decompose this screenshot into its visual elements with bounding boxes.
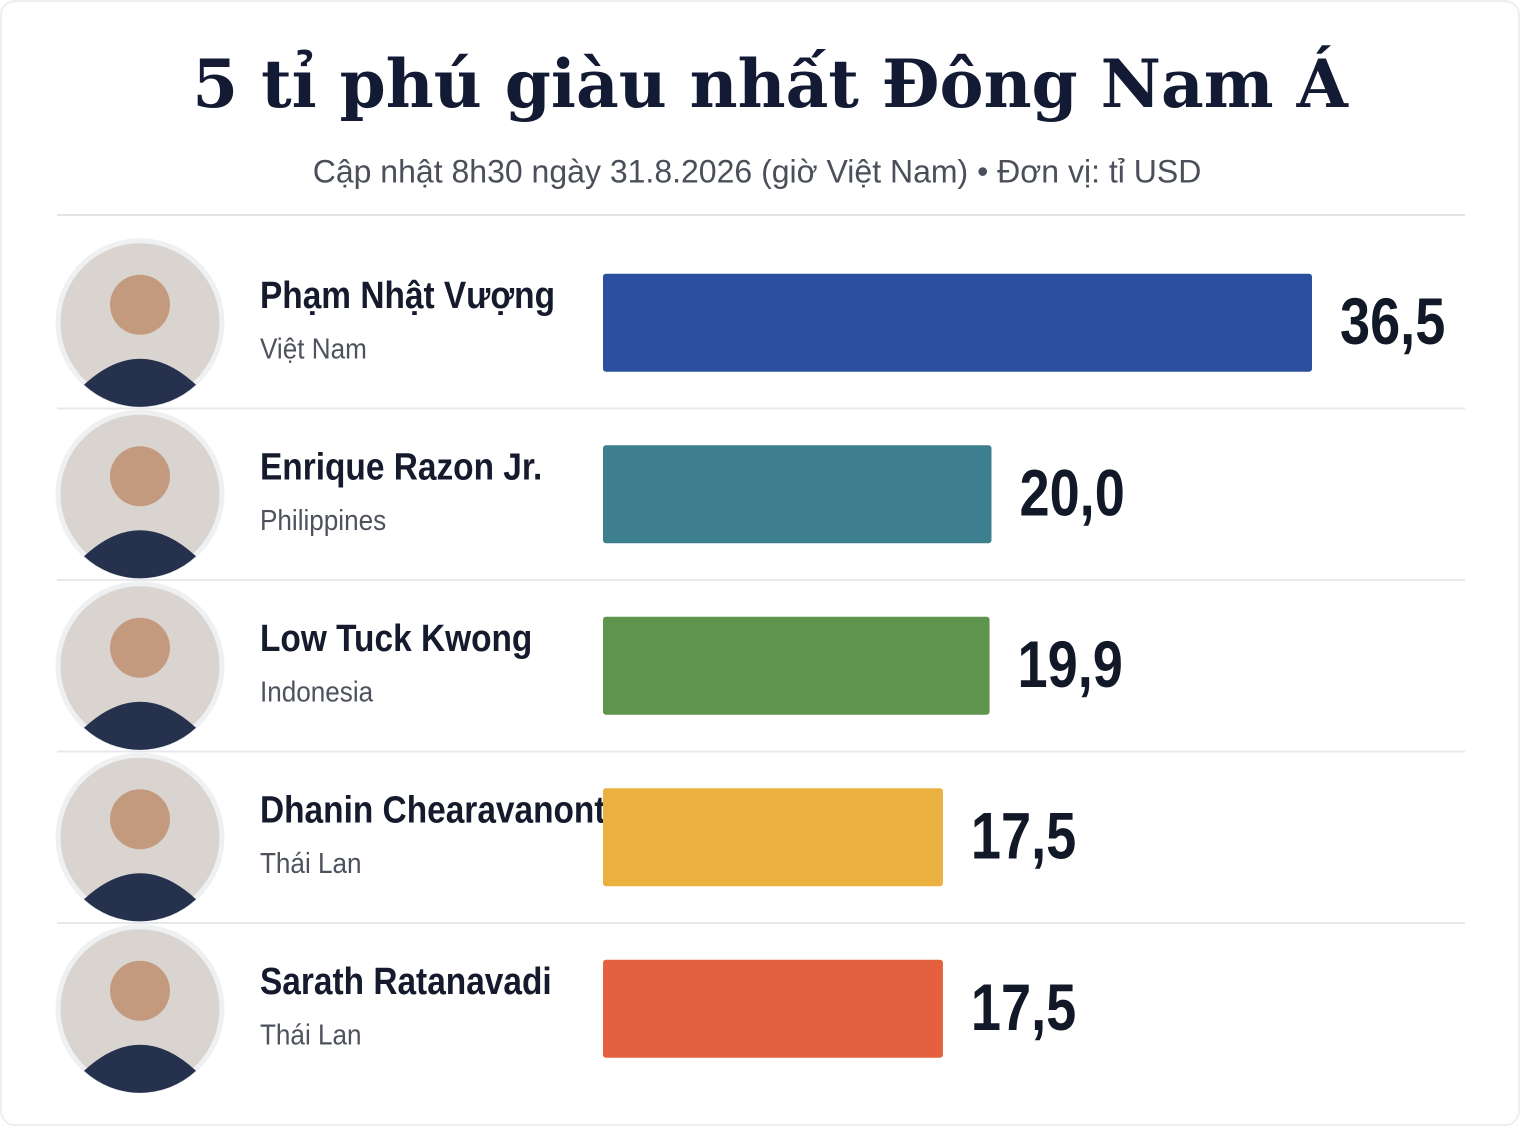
- bar: [603, 445, 992, 544]
- bar: [603, 616, 990, 715]
- value-label: 20,0: [1019, 456, 1124, 530]
- bar: [603, 788, 943, 887]
- country: Philippines: [260, 504, 386, 537]
- person-name: Low Tuck Kwong: [260, 617, 532, 659]
- bar: [603, 959, 943, 1058]
- chart-title: 5 tỉ phú giàu nhất Đông Nam Á: [192, 45, 1348, 123]
- avatar-body: [84, 358, 196, 407]
- value-label: 17,5: [971, 970, 1076, 1044]
- bar: [603, 273, 1312, 372]
- country: Việt Nam: [260, 332, 367, 365]
- country: Thái Lan: [260, 847, 362, 880]
- avatar-head: [110, 446, 170, 507]
- person-name: Dhanin Chearavanont: [260, 788, 606, 830]
- country: Thái Lan: [260, 1018, 362, 1051]
- avatar-body: [84, 873, 196, 922]
- avatar-head: [110, 789, 170, 850]
- person-name: Sarath Ratanavadi: [260, 960, 552, 1002]
- value-label: 36,5: [1340, 284, 1445, 358]
- avatar-body: [84, 1044, 196, 1093]
- country: Indonesia: [260, 675, 374, 708]
- avatar-head: [110, 274, 170, 335]
- avatar-body: [84, 530, 196, 579]
- value-label: 17,5: [971, 799, 1076, 873]
- person-name: Enrique Razon Jr.: [260, 445, 542, 487]
- chart-subtitle: Cập nhật 8h30 ngày 31.8.2026 (giờ Việt N…: [313, 153, 1202, 189]
- person-name: Phạm Nhật Vượng: [260, 274, 555, 316]
- avatar-head: [110, 617, 170, 678]
- avatar-head: [110, 960, 170, 1021]
- avatar-body: [84, 701, 196, 750]
- value-label: 19,9: [1018, 627, 1123, 701]
